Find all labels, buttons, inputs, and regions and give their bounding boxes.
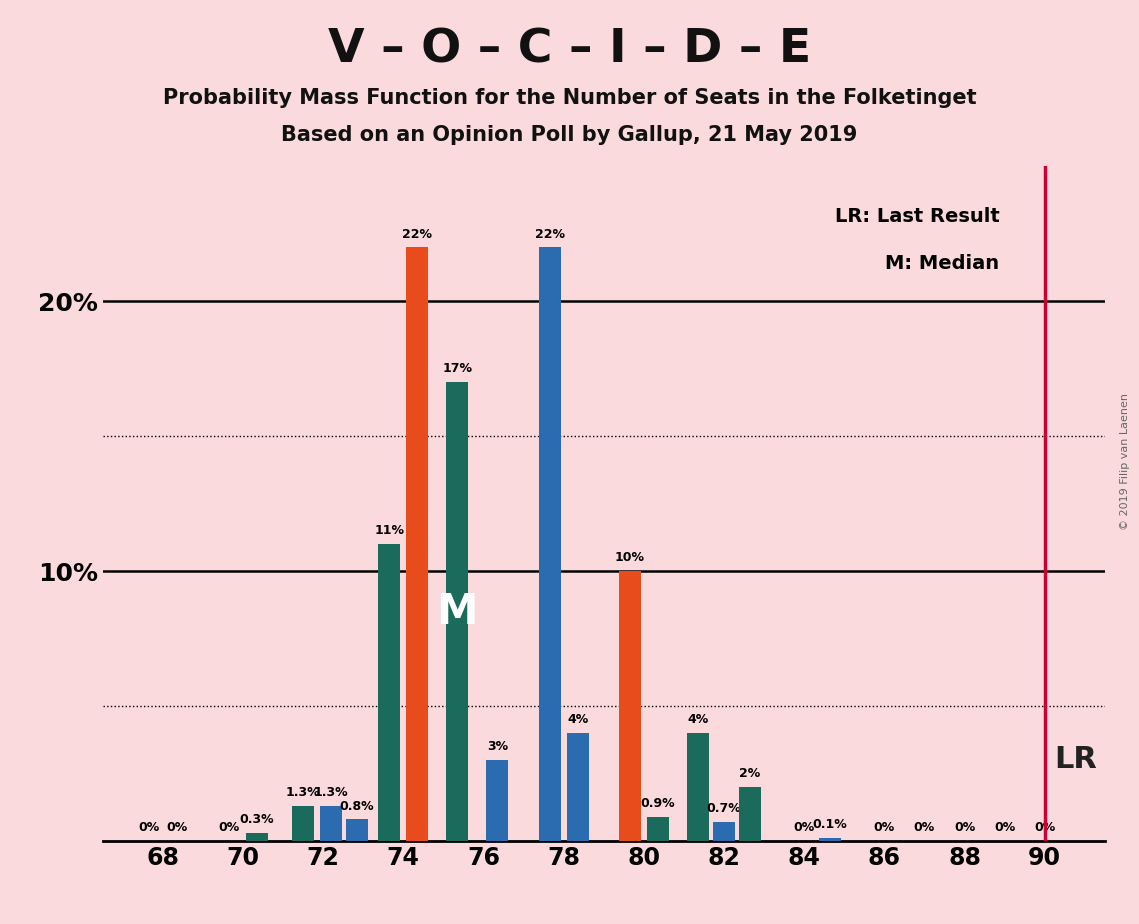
Text: 22%: 22% <box>402 227 432 240</box>
Bar <box>446 383 468 841</box>
Bar <box>647 817 669 841</box>
Text: 0%: 0% <box>166 821 187 834</box>
Bar <box>739 787 761 841</box>
Text: LR: Last Result: LR: Last Result <box>835 207 1000 225</box>
Text: 0%: 0% <box>219 821 239 834</box>
Bar <box>566 733 589 841</box>
Text: 0%: 0% <box>874 821 895 834</box>
Text: 4%: 4% <box>687 713 708 726</box>
Text: 3%: 3% <box>486 740 508 753</box>
Text: 0%: 0% <box>1034 821 1056 834</box>
Bar <box>539 248 560 841</box>
Bar <box>819 838 842 841</box>
Text: 1.3%: 1.3% <box>286 786 320 799</box>
Text: 0%: 0% <box>994 821 1015 834</box>
Text: Probability Mass Function for the Number of Seats in the Folketinget: Probability Mass Function for the Number… <box>163 88 976 108</box>
Text: 10%: 10% <box>615 552 645 565</box>
Text: 4%: 4% <box>567 713 588 726</box>
Text: 2%: 2% <box>739 767 761 780</box>
Text: 1.3%: 1.3% <box>313 786 349 799</box>
Text: Based on an Opinion Poll by Gallup, 21 May 2019: Based on an Opinion Poll by Gallup, 21 M… <box>281 125 858 145</box>
Text: 0%: 0% <box>913 821 935 834</box>
Bar <box>246 833 268 841</box>
Bar <box>713 822 735 841</box>
Text: © 2019 Filip van Laenen: © 2019 Filip van Laenen <box>1121 394 1130 530</box>
Bar <box>320 806 342 841</box>
Text: V – O – C – I – D – E: V – O – C – I – D – E <box>328 28 811 73</box>
Text: 0.7%: 0.7% <box>706 802 741 815</box>
Text: 0.1%: 0.1% <box>813 819 847 832</box>
Bar <box>378 544 400 841</box>
Text: 22%: 22% <box>534 227 565 240</box>
Bar <box>618 571 641 841</box>
Bar <box>292 806 314 841</box>
Text: 17%: 17% <box>442 362 473 375</box>
Text: LR: LR <box>1055 746 1098 774</box>
Text: 0%: 0% <box>953 821 975 834</box>
Text: M: M <box>436 590 478 633</box>
Text: 11%: 11% <box>375 524 404 538</box>
Text: 0%: 0% <box>138 821 159 834</box>
Bar <box>486 760 508 841</box>
Bar <box>687 733 708 841</box>
Bar <box>346 820 368 841</box>
Bar <box>407 248 428 841</box>
Text: 0.3%: 0.3% <box>239 813 274 826</box>
Text: 0.8%: 0.8% <box>339 799 375 812</box>
Text: 0.9%: 0.9% <box>640 796 675 809</box>
Text: 0%: 0% <box>794 821 814 834</box>
Text: M: Median: M: Median <box>885 254 1000 273</box>
